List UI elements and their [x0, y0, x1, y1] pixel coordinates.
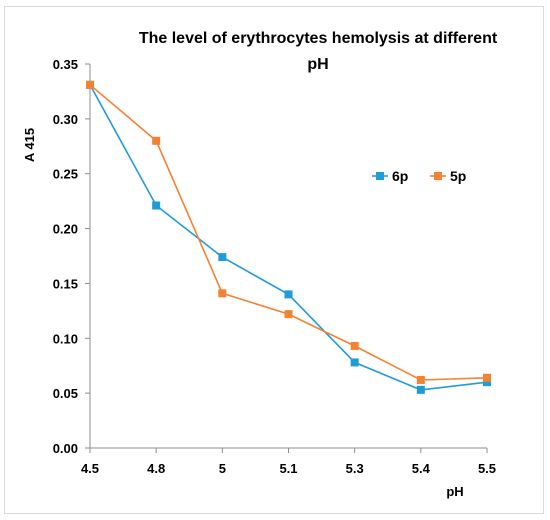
legend: 6p 5p [372, 168, 466, 184]
y-axis-title: A 415 [22, 128, 37, 162]
data-point-6p [350, 358, 359, 367]
y-tick-label: 0.00 [53, 441, 78, 456]
legend-marker-5p [434, 172, 442, 180]
y-tick-label: 0.05 [53, 386, 78, 401]
y-tick-label: 0.20 [53, 222, 78, 237]
x-tick-label: 4.8 [147, 461, 165, 476]
y-tick-label: 0.35 [53, 57, 78, 72]
x-axis-ticks: 4.5 4.8 5 5.1 5.3 5.4 5.5 [81, 448, 496, 476]
data-point-5p [284, 310, 293, 319]
x-tick-label: 5 [219, 461, 226, 476]
x-tick-label: 5.4 [412, 461, 431, 476]
legend-label-6p: 6p [392, 168, 408, 184]
y-tick-label: 0.30 [53, 112, 78, 127]
data-point-6p [152, 201, 161, 210]
data-point-5p [416, 375, 425, 384]
data-point-5p [218, 289, 227, 298]
data-point-6p [483, 378, 491, 387]
x-tick-label: 5.1 [279, 461, 297, 476]
legend-marker-6p [376, 172, 384, 180]
data-point-6p [218, 253, 227, 262]
series-line-5p [89, 84, 488, 381]
y-tick-label: 0.25 [53, 167, 78, 182]
series-layer [86, 80, 491, 394]
x-axis-title: pH [446, 484, 463, 499]
chart-title-line1: The level of erythrocytes hemolysis at d… [139, 30, 498, 47]
data-point-5p [483, 373, 491, 382]
chart-title-line2: pH [307, 56, 328, 73]
y-tick-label: 0.15 [53, 276, 78, 291]
data-point-5p [86, 80, 94, 89]
data-point-5p [152, 136, 161, 145]
x-tick-label: 5.3 [346, 461, 364, 476]
data-point-6p [416, 385, 425, 394]
y-tick-label: 0.10 [53, 331, 78, 346]
x-tick-label: 5.5 [478, 461, 496, 476]
data-point-5p [350, 341, 359, 350]
y-axis-ticks: 0.00 0.05 0.10 0.15 0.20 0.25 0.30 0.35 [53, 57, 90, 456]
legend-label-5p: 5p [450, 168, 466, 184]
series-line-6p [89, 84, 488, 391]
data-point-6p [284, 290, 293, 299]
x-tick-label: 4.5 [81, 461, 99, 476]
